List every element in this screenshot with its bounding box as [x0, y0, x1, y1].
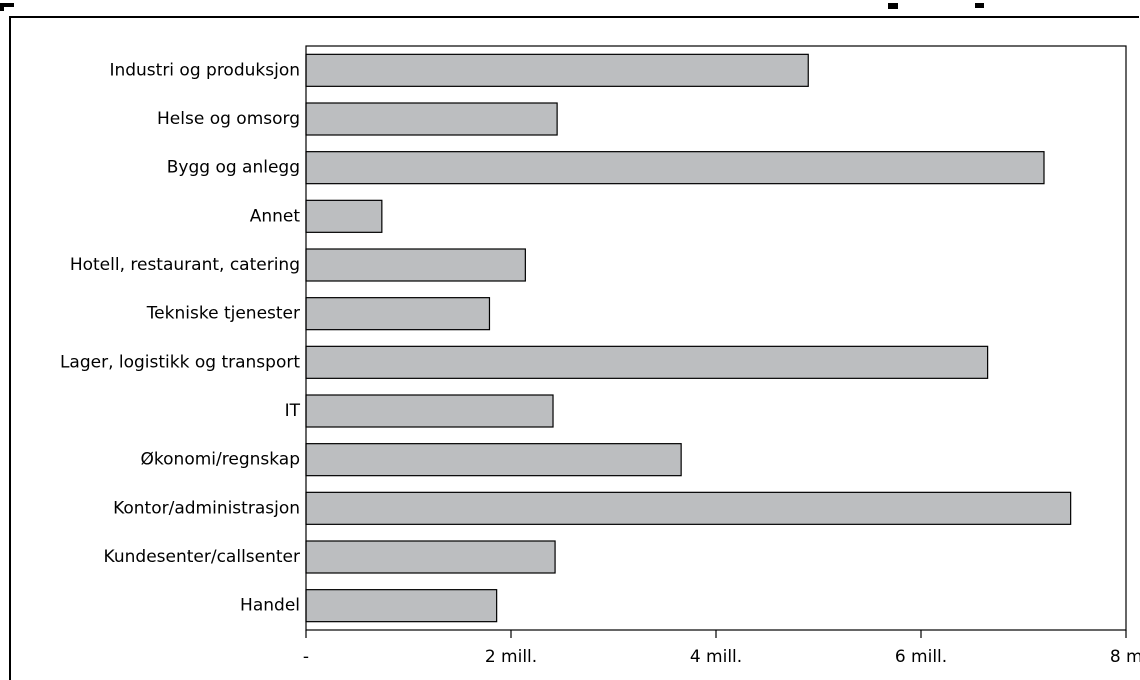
x-tick-label: 4 mill.	[690, 647, 742, 667]
category-label-hotell-restaurant-catering: Hotell, restaurant, catering	[70, 255, 300, 275]
bar-it	[305, 394, 554, 428]
x-tick-label: 8 mill.	[1110, 647, 1140, 667]
category-label-lager-logistikk-og-transport: Lager, logistikk og transport	[60, 352, 300, 372]
bar-kontor-administrasjon	[305, 491, 1072, 525]
category-label-it: IT	[285, 401, 301, 421]
x-axis-ticks: - 2 mill. 4 mill. 6 mill. 8 mill.	[303, 630, 1140, 667]
category-label-bygg-og-anlegg: Bygg og anlegg	[167, 158, 300, 178]
bar-kundesenter-callsenter	[305, 540, 556, 574]
category-label-helse-og-omsorg: Helse og omsorg	[157, 109, 300, 129]
category-label-tekniske-tjenester: Tekniske tjenester	[146, 304, 300, 324]
category-label-kundesenter-callsenter: Kundesenter/callsenter	[104, 547, 300, 567]
bar-helse-og-omsorg	[305, 102, 558, 136]
category-label-industri-og-produksjon: Industri og produksjon	[109, 60, 300, 80]
category-labels: Industri og produksjon Helse og omsorg Byg…	[60, 60, 301, 615]
bar-tekniske-tjenester	[305, 297, 491, 331]
bar-annet	[305, 199, 383, 233]
bar-handel	[305, 589, 498, 623]
x-tick-label: 6 mill.	[895, 647, 947, 667]
x-tick-label: 2 mill.	[485, 647, 537, 667]
category-label-kontor-administrasjon: Kontor/administrasjon	[113, 498, 300, 518]
bar-lager-logistikk-og-transport	[305, 345, 989, 379]
category-label-økonomi-regnskap: Økonomi/regnskap	[141, 450, 300, 470]
bar-hotell-restaurant-catering	[305, 248, 526, 282]
bars	[305, 53, 1072, 623]
category-label-handel: Handel	[240, 596, 300, 616]
chart-frame	[9, 16, 1139, 680]
cropped-title-fragment	[0, 0, 1140, 12]
bar-bygg-og-anlegg	[305, 151, 1045, 185]
bar-industri-og-produksjon	[305, 53, 809, 87]
cropped-title-strokes	[0, 3, 984, 11]
x-tick-label: -	[303, 647, 309, 667]
category-label-annet: Annet	[250, 206, 301, 226]
bar-økonomi-regnskap	[305, 443, 682, 477]
